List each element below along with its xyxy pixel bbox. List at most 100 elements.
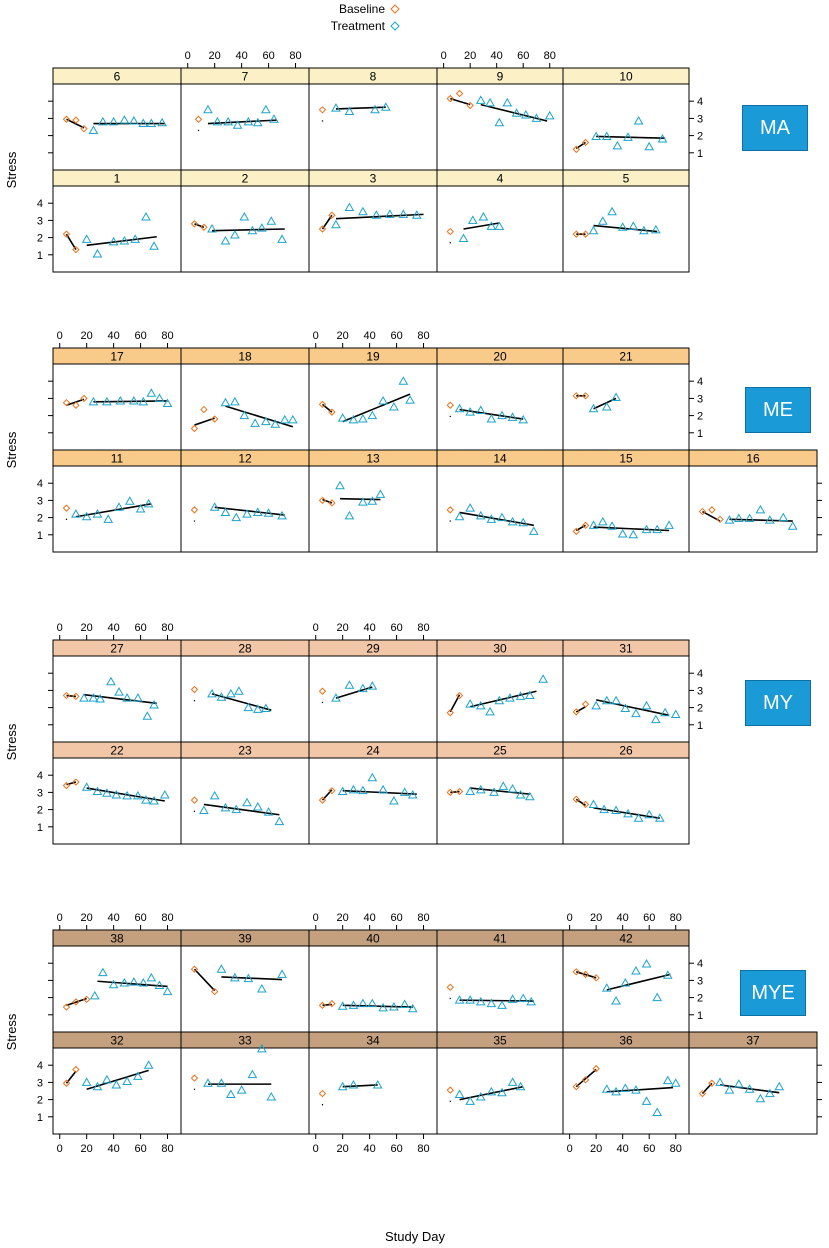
treatment-point-38-5 bbox=[138, 977, 149, 987]
treatment-point-27-8 bbox=[149, 700, 159, 709]
treatment-point-26-5 bbox=[644, 809, 655, 819]
baseline-point-42-0 bbox=[572, 968, 580, 976]
panel-title-34: 34 bbox=[366, 1034, 380, 1048]
baseline-point-37-1 bbox=[708, 1079, 716, 1087]
x-tick-label-top-20: 20 bbox=[81, 330, 93, 342]
baseline-fit-42 bbox=[576, 971, 597, 979]
treatment-point-38-1 bbox=[97, 967, 108, 977]
x-tick-label-top-60: 60 bbox=[134, 330, 146, 342]
panel-frame-24 bbox=[308, 757, 438, 845]
treatment-point-6-7 bbox=[157, 117, 167, 127]
treatment-point-9-5 bbox=[521, 109, 531, 119]
treatment-point-42-5 bbox=[652, 992, 663, 1002]
treatment-point-20-6 bbox=[518, 414, 529, 424]
treatment-point-37-3 bbox=[744, 1084, 755, 1093]
treatment-point-36-5 bbox=[652, 1107, 663, 1116]
baseline-point-25-0 bbox=[446, 788, 454, 797]
panel-frame-32 bbox=[52, 1047, 182, 1135]
baseline-point-38-0 bbox=[62, 1003, 71, 1011]
baseline-fit-9 bbox=[450, 97, 471, 106]
panel-frame-33 bbox=[180, 1047, 310, 1135]
treatment-point-7-4 bbox=[243, 116, 254, 126]
treatment-point-12-6 bbox=[277, 510, 287, 520]
y-tick-label-3: 3 bbox=[37, 1077, 43, 1089]
y-tick-label-4: 4 bbox=[37, 770, 43, 782]
panel-32: 32 bbox=[52, 1031, 182, 1135]
treatment-point-37-2 bbox=[733, 1079, 744, 1088]
panel-frame-7 bbox=[180, 83, 310, 171]
panel-title-10: 10 bbox=[619, 70, 633, 84]
treatment-point-8-3 bbox=[380, 102, 391, 111]
legend-treatment-marker bbox=[390, 21, 400, 31]
treatment-point-29-3 bbox=[367, 681, 378, 690]
treatment-point-13-4 bbox=[375, 489, 386, 498]
treatment-point-32-3 bbox=[111, 1079, 122, 1089]
treatment-point-4-0 bbox=[458, 233, 469, 242]
y-axis-title: Stress bbox=[4, 723, 19, 760]
treatment-point-13-1 bbox=[344, 510, 355, 520]
y-tick-label-1: 1 bbox=[697, 720, 703, 732]
baseline-point-23-0 bbox=[190, 796, 199, 804]
treatment-point-17-1 bbox=[102, 396, 112, 406]
y-tick-label-2: 2 bbox=[37, 1095, 43, 1107]
treatment-fit-2 bbox=[211, 228, 285, 232]
treatment-point-22-5 bbox=[133, 790, 143, 800]
treatment-point-9-2 bbox=[494, 117, 505, 127]
y-tick-label-4: 4 bbox=[37, 1060, 43, 1072]
treatment-point-21-1 bbox=[601, 401, 612, 411]
treatment-fit-42 bbox=[606, 973, 671, 991]
treatment-point-22-0 bbox=[81, 782, 92, 791]
panel-2: 2 bbox=[180, 169, 310, 273]
treatment-point-28-2 bbox=[225, 688, 236, 698]
panel-title-1: 1 bbox=[114, 172, 121, 186]
x-tick-label-top-80: 80 bbox=[161, 912, 173, 924]
baseline-point-42-2 bbox=[592, 974, 600, 982]
x-tick-label-bottom-40: 40 bbox=[108, 1143, 120, 1155]
treatment-point-6-5 bbox=[138, 118, 149, 128]
treatment-point-31-6 bbox=[650, 714, 661, 724]
treatment-point-24-0 bbox=[337, 786, 348, 796]
group-label-ma: MA bbox=[742, 105, 808, 151]
treatment-point-27-1 bbox=[88, 693, 99, 702]
panel-title-21: 21 bbox=[619, 350, 633, 364]
treatment-point-20-4 bbox=[497, 410, 507, 420]
treatment-point-40-0 bbox=[337, 1001, 348, 1010]
treatment-point-11-7 bbox=[143, 498, 154, 508]
treatment-point-34-1 bbox=[348, 1079, 359, 1089]
panel-7: 7 bbox=[180, 67, 310, 171]
treatment-point-38-0 bbox=[89, 990, 100, 1000]
panel-40: 40 bbox=[308, 929, 438, 1033]
x-tick-label-top-40: 40 bbox=[108, 330, 120, 342]
treatment-point-42-4 bbox=[641, 959, 652, 968]
baseline-point-22-0 bbox=[62, 781, 71, 790]
treatment-point-27-0 bbox=[79, 693, 89, 702]
treatment-point-14-6 bbox=[518, 517, 529, 527]
x-tick-label-bottom-80: 80 bbox=[161, 1143, 173, 1155]
panel-26: 26 bbox=[562, 741, 690, 845]
treatment-point-7-7 bbox=[269, 114, 279, 123]
treatment-point-37-4 bbox=[755, 1093, 766, 1103]
treatment-point-23-2 bbox=[220, 802, 231, 812]
panel-frame-3 bbox=[308, 185, 438, 273]
treatment-point-9-7 bbox=[544, 110, 555, 120]
treatment-point-28-3 bbox=[234, 686, 244, 695]
baseline-point-6-2 bbox=[80, 125, 88, 133]
treatment-point-23-5 bbox=[252, 802, 263, 811]
panel-42: 42 bbox=[562, 929, 690, 1033]
panel-13: 13 bbox=[308, 449, 438, 553]
treatment-point-33-6 bbox=[266, 1092, 277, 1101]
treatment-point-14-4 bbox=[497, 512, 507, 522]
x-tick-label-bottom-20: 20 bbox=[81, 1143, 93, 1155]
treatment-point-18-2 bbox=[239, 410, 250, 420]
treatment-point-23-6 bbox=[263, 807, 274, 816]
baseline-point-6-0 bbox=[62, 115, 71, 123]
baseline-point-28-0 bbox=[190, 685, 199, 694]
baseline-point-2-1 bbox=[200, 223, 208, 231]
treatment-point-35-0 bbox=[454, 1089, 465, 1098]
y-tick-label-1: 1 bbox=[697, 1010, 703, 1022]
treatment-point-17-6 bbox=[154, 393, 165, 402]
treatment-point-11-3 bbox=[103, 514, 114, 523]
legend-baseline-label: Baseline bbox=[339, 2, 385, 16]
baseline-point-33-0 bbox=[190, 1074, 199, 1082]
panel-18: 18 bbox=[180, 347, 310, 451]
